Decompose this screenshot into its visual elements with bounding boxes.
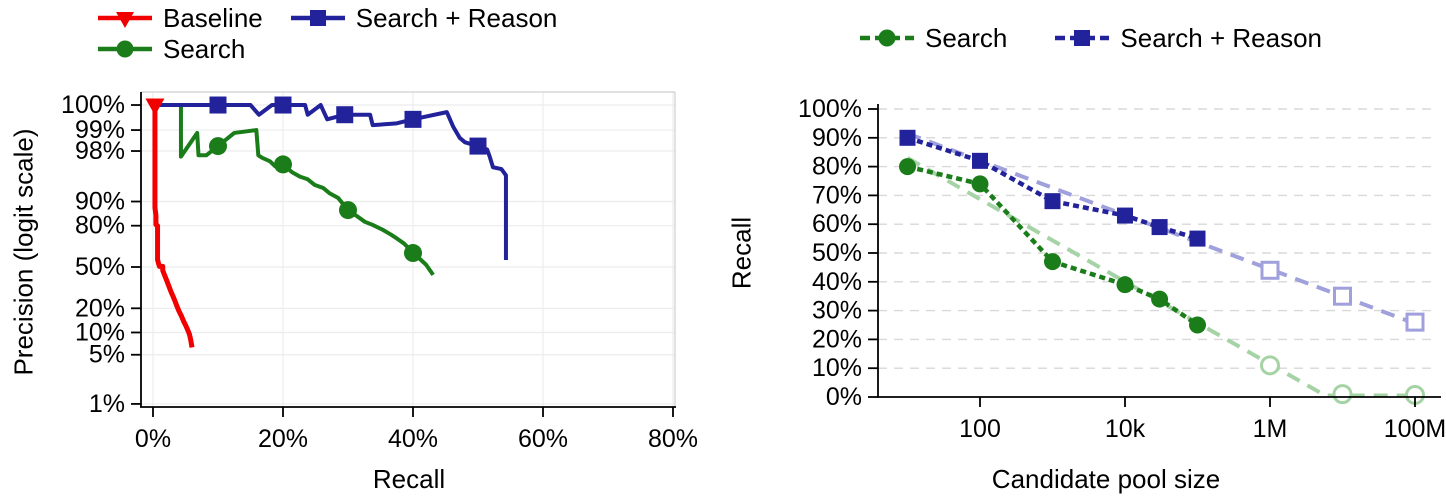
tick-label-y: 60% xyxy=(812,210,862,238)
tick-label-y: 40% xyxy=(812,268,862,296)
series-marker-search xyxy=(209,137,227,156)
tick-label-y: 98% xyxy=(75,137,125,165)
search-marker-icon xyxy=(98,40,152,57)
series-marker-search-reason xyxy=(972,152,988,169)
series-line-search-reason xyxy=(153,103,508,261)
tick-label-y: 1% xyxy=(89,390,125,418)
extrapolated-marker-search xyxy=(1332,384,1353,405)
series-marker-search xyxy=(339,201,357,220)
tick-label-y: 50% xyxy=(75,253,125,281)
series-line-baseline xyxy=(152,105,195,348)
legend-item-search-right: Search xyxy=(858,22,1007,53)
tick-label-y: 90% xyxy=(75,188,125,216)
left-y-axis-label: Precision (logit scale) xyxy=(8,128,39,376)
series-line-search-reason xyxy=(906,135,1199,241)
search-marker-icon xyxy=(860,29,914,46)
series-marker-search-reason xyxy=(1151,219,1168,236)
series-marker-search xyxy=(1116,276,1134,294)
tick-label-y: 0% xyxy=(826,383,862,411)
series-marker-search xyxy=(1151,290,1169,308)
legend-left: Baseline Search + Reason Search xyxy=(96,2,557,64)
left-x-axis-label: Recall xyxy=(372,464,446,494)
search-reason-marker-icon xyxy=(290,9,345,26)
series-marker-search-reason xyxy=(274,96,292,114)
extrapolated-marker-search-reason xyxy=(1405,312,1425,332)
tick-label-y: 100% xyxy=(61,91,125,119)
tick-label-y: 10% xyxy=(75,318,125,346)
tick-label-x: 80% xyxy=(648,425,698,453)
series-marker-search-reason xyxy=(404,110,422,128)
tick-label-y: 20% xyxy=(812,325,862,353)
legend-marker xyxy=(309,9,326,26)
legend-right: Search Search + Reason xyxy=(858,22,1322,53)
legend-marker xyxy=(116,11,134,28)
tick-label-y: 70% xyxy=(812,181,862,209)
legend-item-search-reason: Search + Reason xyxy=(289,2,558,33)
series-marker-search xyxy=(404,244,422,263)
tick-label-y: 80% xyxy=(75,212,125,240)
series-marker-search xyxy=(1044,253,1061,271)
search-reason-marker-icon xyxy=(1055,29,1110,46)
series-marker-search-reason xyxy=(469,137,487,155)
series-marker-search xyxy=(971,175,989,193)
tick-label-x: 100M xyxy=(1384,415,1446,443)
right-y-axis-label: Recall xyxy=(726,216,757,290)
tick-label-x: 10k xyxy=(1105,415,1146,443)
tick-label-y: 100% xyxy=(798,95,862,123)
legend-marker xyxy=(878,29,896,46)
tick-label-y: 99% xyxy=(75,116,125,144)
tick-label-y: 80% xyxy=(812,153,862,181)
series-marker-search xyxy=(274,155,292,174)
tick-label-y: 90% xyxy=(812,124,862,152)
recall-vs-pool-size-plot: 0%10%20%30%40%50%60%70%80%90%100% 100 10k 1… xyxy=(798,95,1446,443)
baseline-marker-icon xyxy=(98,11,152,28)
series-marker-search xyxy=(1189,316,1206,334)
tick-label-x: 60% xyxy=(518,425,568,453)
series-marker-search-reason xyxy=(1117,207,1133,224)
series-marker-search-reason xyxy=(336,106,354,124)
extrapolated-marker-search-reason xyxy=(1333,286,1352,306)
extrapolated-marker-search-reason xyxy=(1260,260,1280,280)
series-marker-baseline xyxy=(145,98,165,116)
series-marker-search xyxy=(899,158,916,176)
legend-label-search-reason-right: Search + Reason xyxy=(1120,22,1323,53)
legend-marker xyxy=(116,40,134,57)
legend-label-search: Search xyxy=(163,33,246,64)
legend-label-search-reason: Search + Reason xyxy=(355,2,558,33)
tick-label-y: 50% xyxy=(812,239,862,267)
tick-label-x: 100 xyxy=(959,415,1001,443)
trend-line-search xyxy=(906,156,1415,398)
tick-label-x: 1M xyxy=(1253,415,1288,443)
extrapolated-marker-search xyxy=(1260,355,1280,376)
right-x-axis-label: Candidate pool size xyxy=(991,464,1221,494)
tick-label-x: 40% xyxy=(388,425,438,453)
tick-label-y: 20% xyxy=(75,294,125,322)
tick-label-y: 10% xyxy=(812,354,862,382)
tick-label-y: 5% xyxy=(89,341,125,369)
legend-item-baseline: Baseline xyxy=(96,2,263,33)
series-marker-search-reason xyxy=(1189,230,1206,247)
legend-label-baseline: Baseline xyxy=(163,2,263,33)
tick-label-x: 20% xyxy=(258,425,308,453)
precision-recall-plot: 100%99%98%90%80%50%20%10%5%1%0% 20% 40% 60%… xyxy=(61,91,698,453)
series-marker-search-reason xyxy=(899,129,916,146)
series-marker-search-reason xyxy=(209,96,227,114)
series-marker-search-reason xyxy=(1044,193,1061,210)
legend-label-search-right: Search xyxy=(925,22,1008,53)
legend-item-search-reason-right: Search + Reason xyxy=(1053,22,1322,53)
legend-marker xyxy=(1074,29,1091,46)
legend-item-search: Search xyxy=(96,33,263,64)
tick-label-y: 30% xyxy=(812,297,862,325)
tick-label-x: 0% xyxy=(135,425,171,453)
